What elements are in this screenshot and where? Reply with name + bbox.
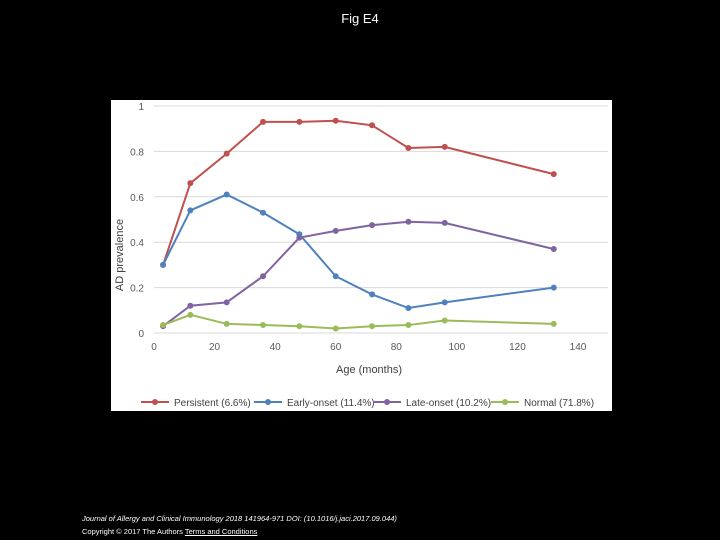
data-point [332,117,339,124]
x-tick-label: 20 [209,342,221,353]
legend-swatch-marker [502,399,508,405]
series-line-3 [162,313,554,330]
y-tick-label: 0.4 [130,238,144,249]
citation-text: Journal of Allergy and Clinical Immunolo… [82,514,397,523]
data-point [441,143,448,150]
series-line-0 [162,119,555,266]
figure-title: Fig E4 [341,11,379,26]
data-point [405,218,412,225]
data-point [187,180,194,187]
chart-panel: 0 0.2 0.4 0.6 0.8 1 0 20 40 60 80 100 120 140 AD prev… [111,100,612,411]
data-point [160,261,167,268]
data-point [405,322,412,329]
legend-label: Persistent (6.6%) [174,398,251,409]
data-point [187,207,194,214]
legend-swatch-marker [152,399,158,405]
y-axis-label: AD prevalence [114,219,126,291]
line-chart: 0 0.2 0.4 0.6 0.8 1 0 20 40 60 80 100 120 140 AD prev… [114,102,608,409]
x-tick-label: 0 [151,342,157,353]
x-tick-label: 60 [330,342,342,353]
copyright-line: Copyright © 2017 The Authors Terms and C… [82,525,397,538]
legend-label: Early-onset (11.4%) [287,398,375,409]
x-tick-label: 140 [570,342,587,353]
data-point [260,322,267,329]
data-point [441,317,448,324]
data-point [260,118,267,125]
x-tick-label: 100 [449,342,466,353]
x-axis-label: Age (months) [336,364,402,376]
y-tick-label: 0 [138,329,144,340]
data-point [223,191,230,198]
data-point [369,323,376,330]
data-point [441,299,448,306]
data-point [332,273,339,280]
legend-swatch-marker [265,399,271,405]
series-line-2 [162,220,555,327]
data-point [550,320,557,327]
y-tick-label: 0.2 [130,284,144,295]
footer: Journal of Allergy and Clinical Immunolo… [82,512,397,538]
terms-link[interactable]: Terms and Conditions [184,527,258,536]
data-point [441,219,448,226]
data-point [332,227,339,234]
data-point [187,302,194,309]
legend-label: Late-onset (10.2%) [406,398,491,409]
data-point [160,322,167,329]
copyright-text: Copyright © 2017 The Authors [82,527,183,536]
data-point [296,118,303,125]
data-point [223,299,230,306]
data-point [550,246,557,253]
data-point [369,291,376,298]
data-point [550,171,557,178]
legend-swatch-marker [384,399,390,405]
data-point [223,150,230,157]
y-tick-label: 0.8 [130,147,144,158]
data-point [332,325,339,332]
legend-label: Normal (71.8%) [524,398,594,409]
y-tick-label: 0.6 [130,193,144,204]
data-point [187,311,194,318]
data-point [296,234,303,241]
data-point [405,144,412,151]
data-point [369,122,376,129]
series-line-1 [162,193,554,310]
y-tick-label: 1 [138,102,144,113]
data-point [296,323,303,330]
data-point [405,305,412,312]
data-point [260,273,267,280]
x-tick-label: 40 [270,342,282,353]
data-point [260,209,267,216]
x-tick-label: 120 [509,342,526,353]
x-tick-label: 80 [391,342,403,353]
data-point [223,320,230,327]
data-point [550,284,557,291]
data-point [369,222,376,229]
